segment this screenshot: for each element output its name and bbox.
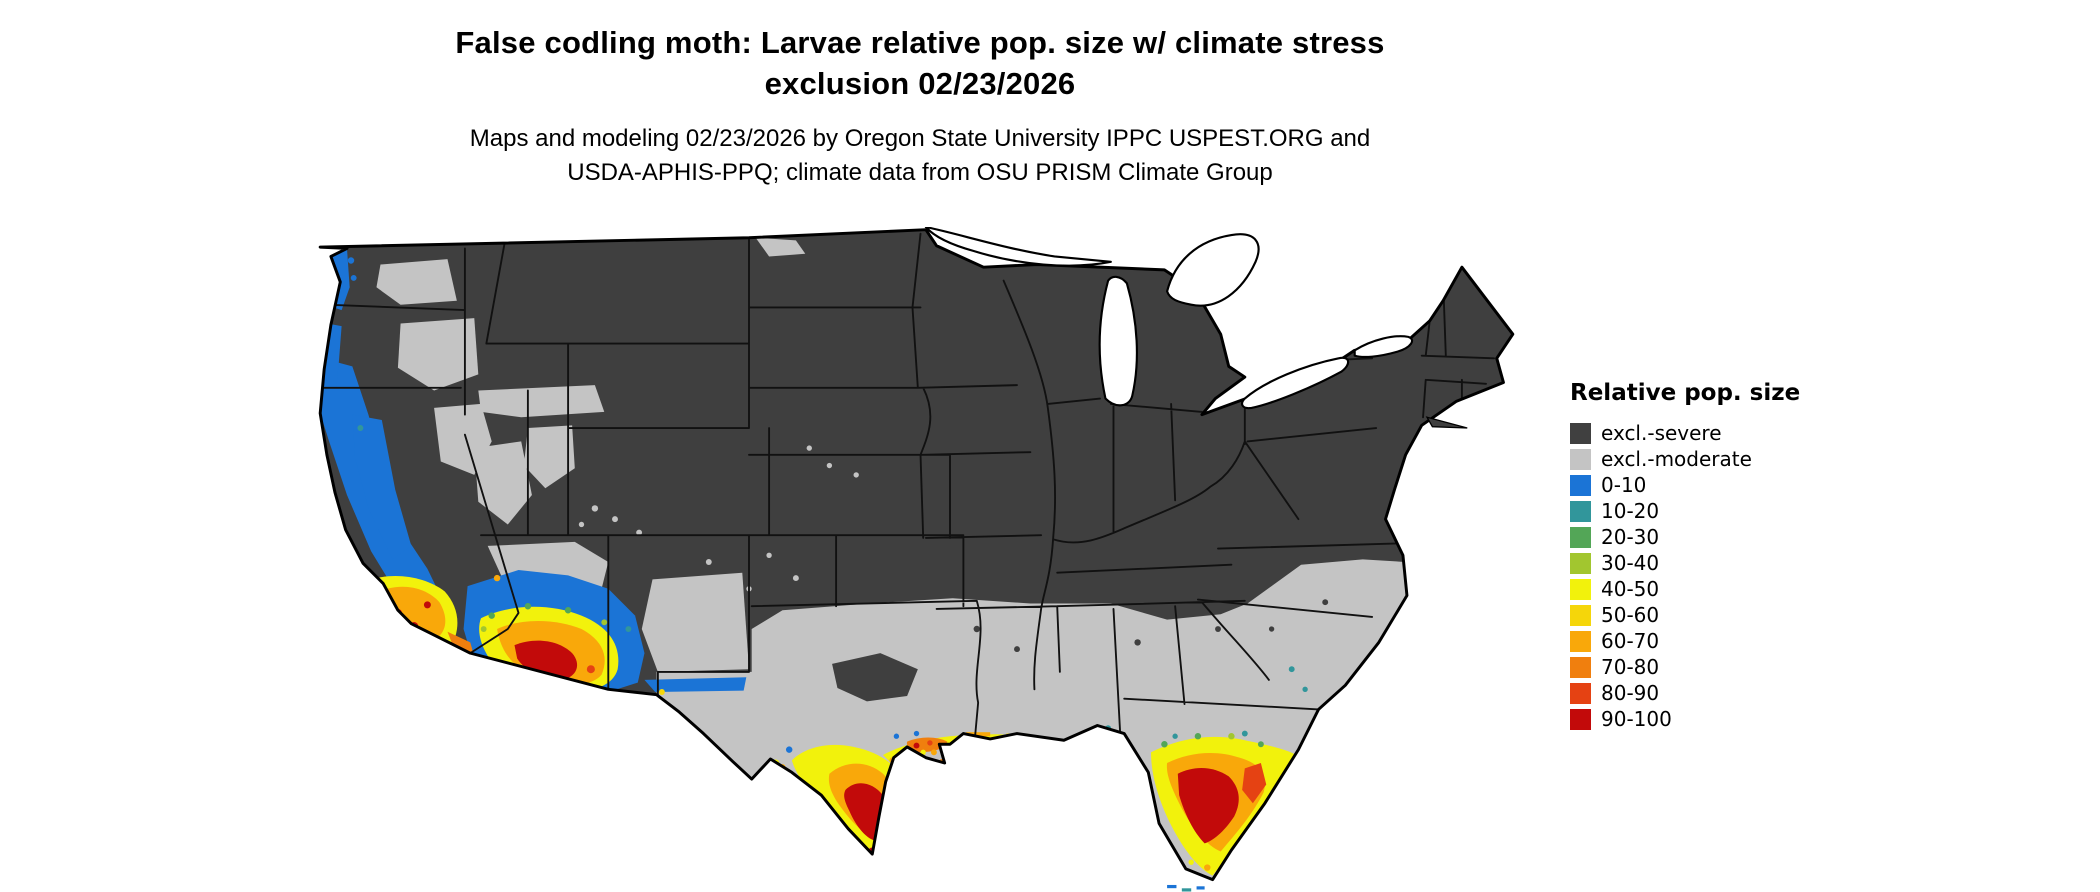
- map-hot-az-red-dot: [586, 665, 595, 674]
- map-dark-edwards-plateau: [832, 653, 918, 702]
- map-blue-nm-border: [644, 677, 747, 692]
- legend-swatch: [1570, 500, 1591, 522]
- legend-label: 70-80: [1601, 655, 1660, 679]
- legend-label: 60-70: [1601, 629, 1660, 653]
- legend-swatch: [1570, 422, 1591, 444]
- legend-item: 10-20: [1570, 498, 1850, 524]
- legend-swatch: [1570, 682, 1591, 704]
- legend-label: 90-100: [1601, 707, 1672, 731]
- legend-swatch: [1570, 578, 1591, 600]
- legend-label: 20-30: [1601, 525, 1660, 549]
- great-lakes: [924, 227, 1414, 410]
- long-island: [1425, 416, 1468, 429]
- legend-label: excl.-moderate: [1601, 447, 1752, 471]
- us-map: [306, 227, 1527, 892]
- map-moderate-nm: [641, 572, 749, 672]
- page-title-line1: False codling moth: Larvae relative pop.…: [455, 25, 1385, 60]
- florida-keys: [1167, 884, 1205, 892]
- page-title-line2: exclusion 02/23/2026: [764, 66, 1076, 101]
- legend-item: 80-90: [1570, 680, 1850, 706]
- legend-item: 90-100: [1570, 706, 1850, 732]
- us-outline: [318, 228, 1515, 882]
- legend-swatch: [1570, 552, 1591, 574]
- legend-swatch: [1570, 708, 1591, 730]
- us-map-svg: [318, 227, 1515, 892]
- map-moderate-nd: [755, 237, 806, 257]
- legend-label: 50-60: [1601, 603, 1660, 627]
- legend-swatch: [1570, 604, 1591, 626]
- map-blue-dot: [347, 257, 355, 264]
- map-moderate-basin2: [474, 441, 532, 525]
- legend-label: 0-10: [1601, 473, 1647, 497]
- map-blue-dot: [350, 274, 357, 281]
- legend-label: 30-40: [1601, 551, 1660, 575]
- map-hot-fl-red: [1177, 768, 1239, 844]
- legend-label: 10-20: [1601, 499, 1660, 523]
- map-moderate-columbia: [376, 259, 457, 305]
- lake-huron: [1166, 233, 1260, 307]
- map-moderate-speckles: [578, 445, 859, 592]
- subtitle: Maps and modeling 02/23/2026 by Oregon S…: [0, 122, 1840, 190]
- map-moderate-utah: [523, 425, 575, 489]
- legend-item: 0-10: [1570, 472, 1850, 498]
- legend-item: excl.-severe: [1570, 420, 1850, 446]
- legend-item: 60-70: [1570, 628, 1850, 654]
- legend-label: excl.-severe: [1601, 421, 1722, 445]
- legend-item: 70-80: [1570, 654, 1850, 680]
- legend-swatch: [1570, 630, 1591, 652]
- map-hot-fl-fringe: [1161, 732, 1264, 871]
- map-hot-houston-orange: [906, 737, 948, 753]
- legend-item: excl.-moderate: [1570, 446, 1850, 472]
- map-teal-dots: [357, 425, 1308, 880]
- legend-label: 40-50: [1601, 577, 1660, 601]
- lake-erie: [1241, 356, 1350, 410]
- map-dark-speckles: [973, 599, 1329, 653]
- subtitle-line2: USDA-APHIS-PPQ; climate data from OSU PR…: [567, 159, 1273, 186]
- legend-swatch: [1570, 474, 1591, 496]
- legend-item: 50-60: [1570, 602, 1850, 628]
- legend-swatch: [1570, 448, 1591, 470]
- map-hot-panhandle-fringe1: [966, 732, 991, 737]
- state-borders: [320, 232, 1495, 748]
- lake-ontario: [1353, 335, 1414, 359]
- legend-item: 40-50: [1570, 576, 1850, 602]
- legend-swatch: [1570, 656, 1591, 678]
- legend-item: 30-40: [1570, 550, 1850, 576]
- legend-title: Relative pop. size: [1570, 380, 1801, 406]
- map-hot-fl-eastcoast: [1242, 763, 1267, 804]
- lake-superior: [924, 227, 1112, 267]
- map-moderate-snake-plain: [478, 385, 605, 418]
- map-moderate-eoregon: [397, 318, 479, 391]
- legend: Relative pop. size excl.-severe excl.-mo…: [1570, 380, 1850, 732]
- subtitle-line1: Maps and modeling 02/23/2026 by Oregon S…: [469, 125, 1371, 152]
- map-blue-valley: [352, 414, 412, 560]
- legend-label: 80-90: [1601, 681, 1660, 705]
- map-fill-layers: [320, 229, 1513, 880]
- header: False codling moth: Larvae relative pop.…: [0, 22, 1840, 190]
- legend-item: 20-30: [1570, 524, 1850, 550]
- lake-michigan: [1098, 275, 1138, 407]
- legend-swatch: [1570, 526, 1591, 548]
